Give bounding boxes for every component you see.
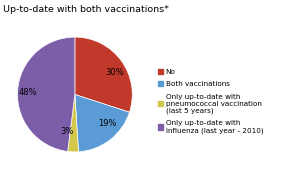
Text: 48%: 48% [19,88,38,97]
Wedge shape [68,94,79,152]
Text: 19%: 19% [98,120,116,128]
Text: 3%: 3% [60,127,74,136]
Wedge shape [18,37,75,151]
Text: 30%: 30% [105,68,124,77]
Legend: No, Both vaccinations, Only up-to-date with
pneumococcal vaccination
(last 5 yea: No, Both vaccinations, Only up-to-date w… [155,66,266,137]
Text: Up-to-date with both vaccinations*: Up-to-date with both vaccinations* [3,5,169,14]
Wedge shape [75,94,130,152]
Wedge shape [75,37,132,112]
